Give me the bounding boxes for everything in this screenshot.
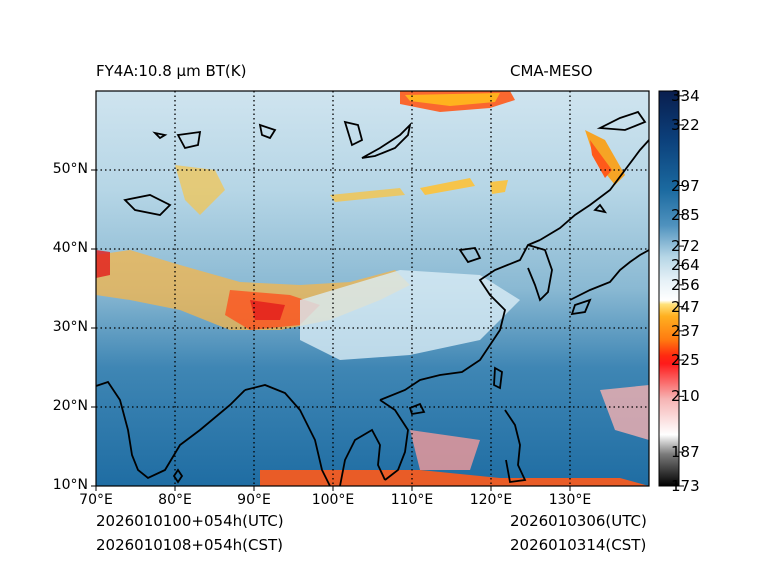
lon-label-130: 130°E: [548, 492, 592, 508]
lat-label-50: 50°N: [52, 161, 88, 177]
cb-label: 334: [671, 86, 700, 105]
axis-ticks: [91, 169, 571, 491]
lon-label-90: 90°E: [237, 492, 271, 508]
map-frame: [95, 90, 650, 487]
cb-label: 256: [671, 275, 700, 294]
valid-time-utc: 2026010306(UTC): [510, 512, 647, 530]
lon-label-100: 100°E: [311, 492, 355, 508]
cb-label: 210: [671, 387, 700, 406]
cb-label: 173: [671, 477, 700, 495]
lon-label-110: 110°E: [390, 492, 434, 508]
cb-label: 264: [671, 256, 700, 275]
cb-label: 285: [671, 205, 700, 224]
cb-label: 247: [671, 297, 700, 316]
lon-label-80: 80°E: [158, 492, 192, 508]
cb-label: 272: [671, 237, 700, 256]
colorbar-ticks: [679, 95, 684, 487]
cb-label: 322: [671, 115, 700, 134]
map-title: FY4A:10.8 µm BT(K): [96, 62, 247, 80]
cb-label: 187: [671, 443, 700, 462]
lat-label-10: 10°N: [52, 477, 88, 493]
valid-time-cst: 2026010314(CST): [510, 536, 647, 554]
lat-label-20: 20°N: [52, 398, 88, 414]
lon-label-120: 120°E: [469, 492, 513, 508]
cb-label: 297: [671, 176, 700, 195]
colorbar: [658, 90, 680, 487]
model-name: CMA-MESO: [510, 62, 593, 80]
lon-label-70: 70°E: [79, 492, 113, 508]
coastlines: [96, 110, 649, 486]
cloud-features: [96, 91, 649, 486]
lat-label-40: 40°N: [52, 240, 88, 256]
init-time-utc: 2026010100+054h(UTC): [96, 512, 284, 530]
cb-label: 225: [671, 350, 700, 369]
graticule: [96, 91, 649, 486]
cb-label: 237: [671, 321, 700, 340]
init-time-cst: 2026010108+054h(CST): [96, 536, 284, 554]
lat-label-30: 30°N: [52, 319, 88, 335]
